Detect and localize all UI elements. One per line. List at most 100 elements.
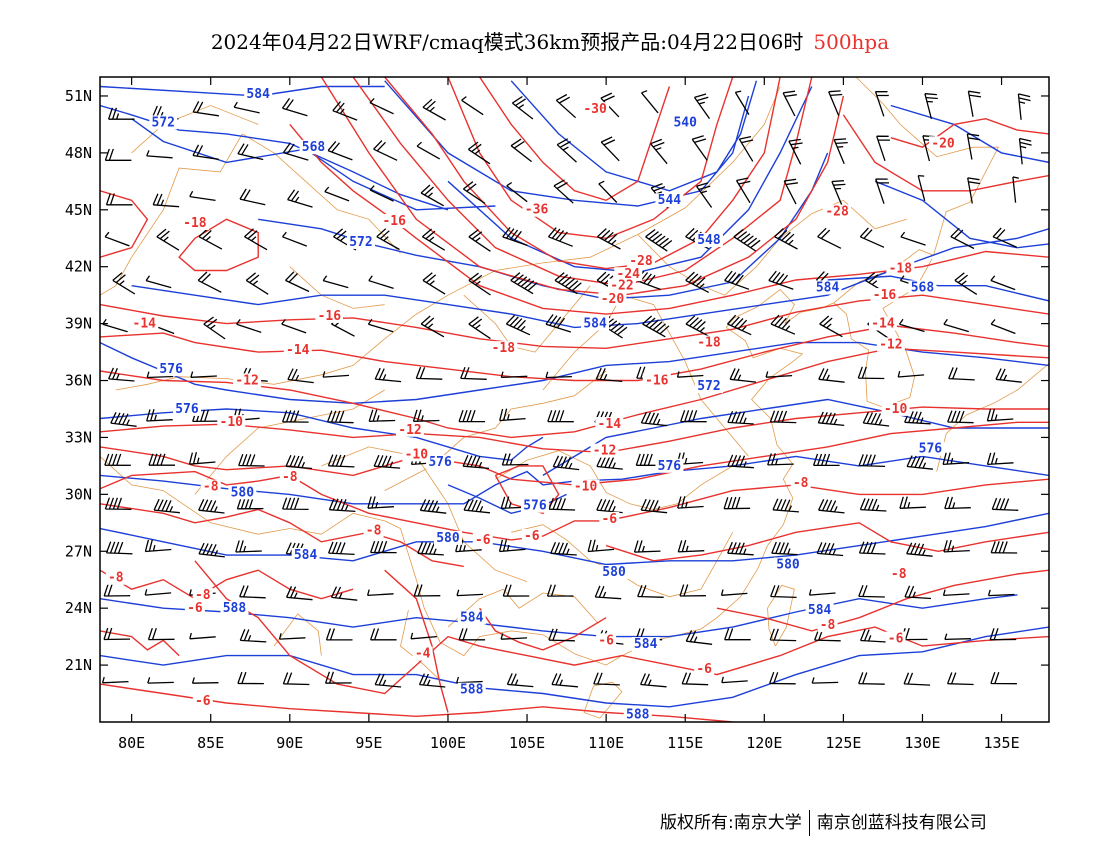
height-label-bg bbox=[149, 115, 178, 130]
wind-barb bbox=[943, 539, 970, 553]
boundary-line bbox=[463, 285, 591, 353]
temperature-label-bg bbox=[870, 288, 899, 303]
wind-barb bbox=[906, 455, 933, 470]
wind-barb bbox=[640, 673, 667, 688]
wind-barb bbox=[374, 673, 402, 688]
temperature-contour bbox=[100, 470, 1049, 541]
temperature-label-bg bbox=[596, 633, 617, 648]
wind-barb bbox=[101, 676, 129, 684]
temperature-label-bg bbox=[929, 136, 958, 151]
wind-barb bbox=[420, 315, 445, 338]
wind-barb bbox=[681, 672, 709, 686]
wind-barb bbox=[192, 144, 219, 160]
wind-barb bbox=[412, 409, 440, 422]
wind-barb bbox=[989, 628, 1017, 641]
height-contour bbox=[874, 180, 1049, 249]
wind-barb bbox=[640, 498, 668, 514]
wind-barb bbox=[146, 409, 173, 422]
temperature-label: -18 bbox=[183, 216, 207, 231]
latitude-axis: 51N 48N 45N 42N 39N 36N 33N 30N 27N 24N 21N bbox=[65, 87, 1049, 674]
height-label-bg bbox=[694, 379, 723, 394]
temperature-label: -36 bbox=[525, 203, 549, 218]
height-labels-layer: 584 572 568 540 544 548 572 584 568 584 576 576 572 5… bbox=[149, 86, 945, 722]
wind-barb bbox=[233, 101, 260, 114]
wind-barb bbox=[506, 181, 528, 203]
wind-barb bbox=[995, 368, 1022, 383]
temperature-contour bbox=[479, 77, 671, 202]
temperature-label: -6 bbox=[187, 601, 203, 616]
temperature-label: -10 bbox=[220, 415, 244, 430]
wind-barb bbox=[942, 589, 970, 597]
wind-barb bbox=[198, 228, 223, 250]
height-label-bg bbox=[457, 682, 486, 697]
wind-barb bbox=[144, 589, 172, 596]
wind-barb bbox=[596, 498, 623, 514]
height-label: 544 bbox=[658, 193, 682, 208]
page-title: 2024年04月22日WRF/cmaq模式36km预报产品:04月22日06时 5… bbox=[0, 26, 1100, 55]
temperature-label: -24 bbox=[617, 267, 641, 282]
wind-barb bbox=[282, 672, 310, 686]
wind-barb bbox=[146, 150, 173, 159]
wind-barb bbox=[679, 584, 707, 597]
wind-barb bbox=[282, 142, 309, 161]
wind-barb bbox=[468, 272, 491, 296]
wind-barb bbox=[943, 318, 969, 333]
wind-barb bbox=[769, 410, 797, 424]
temperature-label-bg bbox=[522, 202, 551, 217]
temperature-label-bg bbox=[642, 373, 671, 388]
temperature-contours-layer bbox=[100, 77, 1049, 722]
temperature-label-bg bbox=[283, 343, 312, 358]
wind-barb bbox=[946, 672, 974, 686]
temperature-label-bg bbox=[599, 511, 620, 526]
lon-tick-label: 130E bbox=[904, 734, 940, 752]
wind-barb bbox=[720, 589, 748, 596]
boundary-line bbox=[131, 105, 259, 154]
wind-barb bbox=[637, 585, 664, 598]
wind-barb bbox=[555, 93, 577, 119]
temperature-contour bbox=[479, 607, 607, 651]
map-frame bbox=[99, 76, 1050, 723]
height-contour bbox=[100, 512, 1049, 566]
boundary-line bbox=[767, 584, 795, 647]
wind-barb bbox=[990, 541, 1018, 554]
wind-barb bbox=[416, 141, 441, 160]
temperature-label: -6 bbox=[524, 529, 540, 544]
wind-barb bbox=[502, 227, 528, 247]
wind-barb bbox=[104, 148, 132, 161]
wind-barb bbox=[373, 140, 398, 161]
wind-barb bbox=[328, 498, 356, 513]
wind-barb bbox=[281, 231, 308, 247]
height-contour bbox=[510, 80, 758, 192]
wind-barb bbox=[898, 318, 925, 333]
wind-barb bbox=[734, 90, 750, 115]
wind-barb bbox=[819, 315, 843, 338]
wind-barb bbox=[944, 496, 971, 510]
wind-barb bbox=[771, 541, 798, 556]
height-label-bg bbox=[426, 455, 455, 469]
height-contour bbox=[100, 341, 1049, 405]
wind-barb bbox=[410, 632, 437, 640]
wind-barb bbox=[640, 90, 659, 114]
wind-barb bbox=[987, 589, 1015, 597]
wind-barb bbox=[828, 90, 843, 116]
height-label-bg bbox=[433, 530, 462, 545]
wind-barb bbox=[904, 585, 932, 600]
temperature-label-bg bbox=[130, 316, 159, 331]
boundary-line bbox=[115, 86, 781, 391]
wind-barb bbox=[369, 97, 394, 115]
wind-barb bbox=[510, 138, 532, 163]
height-label: 576 bbox=[658, 459, 682, 474]
temperature-label: -12 bbox=[398, 423, 421, 438]
wind-barb bbox=[966, 133, 980, 160]
wind-barb bbox=[286, 586, 313, 601]
temperature-label-bg bbox=[581, 102, 610, 117]
lat-tick-label: 30N bbox=[65, 485, 92, 503]
wind-barb bbox=[858, 584, 885, 598]
height-label: 572 bbox=[349, 235, 372, 250]
wind-barb bbox=[463, 181, 486, 204]
temperature-label: -8 bbox=[820, 618, 836, 633]
temperature-label-bg bbox=[595, 417, 624, 432]
wind-barb bbox=[859, 498, 887, 512]
temperature-label-bg bbox=[885, 631, 906, 646]
temperature-contour bbox=[716, 569, 1049, 632]
